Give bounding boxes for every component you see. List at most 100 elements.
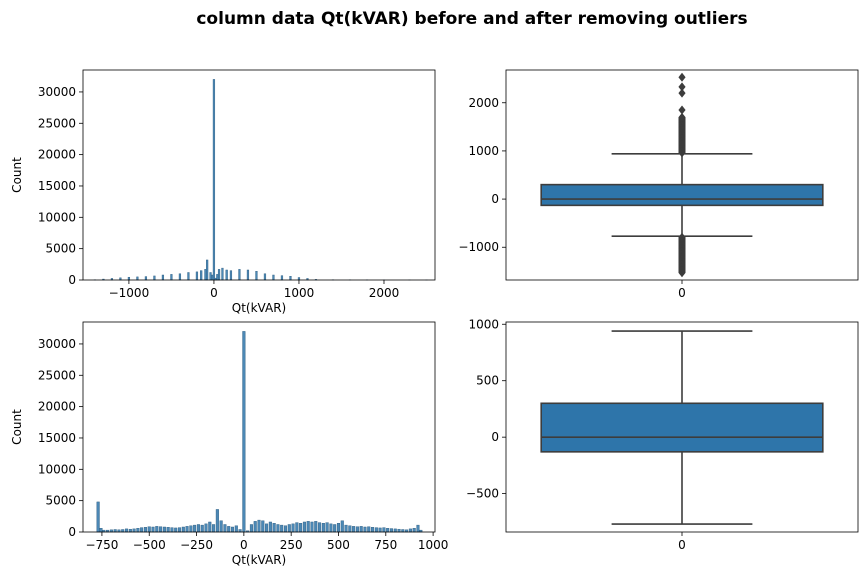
boxplot-after: −500 0 500 1000 0 (466, 317, 859, 552)
histogram-bar (206, 259, 209, 281)
y-tick-label: 2000 (468, 96, 499, 110)
histogram-bar (246, 269, 250, 281)
histogram-bar (265, 523, 269, 533)
histogram-bar (389, 528, 393, 533)
x-tick-label: 250 (280, 538, 303, 552)
histogram-bar (230, 526, 235, 533)
x-tick-label: −1000 (109, 286, 150, 300)
histogram-bar (159, 526, 163, 533)
histogram-bar (268, 521, 272, 533)
histogram-bar (299, 523, 303, 533)
histogram-bar (200, 270, 203, 281)
outlier-point (678, 72, 686, 82)
figure-title: column data Qt(kVAR) before and after re… (196, 9, 747, 29)
x-axis-label: Qt(kVAR) (232, 301, 286, 315)
x-tick-label: 1000 (418, 538, 449, 552)
histogram-bar (325, 522, 329, 533)
histogram-bar (219, 520, 223, 533)
y-tick-label: 25000 (38, 116, 76, 130)
axes-frame (82, 321, 436, 533)
y-tick-label: 15000 (38, 179, 76, 193)
histogram-bar (416, 524, 420, 533)
y-tick-label: 5000 (45, 494, 76, 508)
histogram-bar (155, 526, 159, 533)
histogram-bar (412, 528, 416, 533)
histogram-bar (217, 269, 221, 281)
histogram-bar (374, 527, 378, 533)
histogram-bar (280, 524, 284, 533)
histogram-bar (280, 275, 284, 281)
histogram-bar (344, 524, 348, 533)
histogram-bar (229, 270, 233, 281)
histogram-bar (371, 527, 375, 533)
x-tick-label: 2000 (369, 286, 400, 300)
histogram-bar (378, 527, 382, 533)
histogram-bar (321, 523, 325, 533)
y-tick-label: 0 (68, 525, 76, 539)
outlier-point (678, 88, 686, 98)
histogram-bar (144, 276, 148, 281)
histogram-bar (253, 521, 257, 533)
x-tick-label: 750 (374, 538, 397, 552)
histogram-bar (151, 526, 155, 533)
boxplot-before: −1000 0 1000 2000 0 (458, 69, 859, 300)
histogram-bar (287, 524, 291, 533)
x-tick-label: 0 (678, 286, 686, 300)
histogram-bar (143, 527, 147, 533)
histogram-bar (200, 524, 204, 533)
histogram-bar (348, 525, 352, 533)
histogram-bar (212, 79, 216, 281)
histogram-bar (162, 526, 166, 533)
y-tick-label: 20000 (38, 148, 76, 162)
histogram-bar (161, 274, 165, 281)
histogram-bar (386, 528, 390, 533)
y-tick-label: 30000 (38, 85, 76, 99)
histogram-bar (261, 520, 265, 533)
y-axis-label: Count (10, 157, 24, 193)
outlier-point (678, 82, 686, 92)
histogram-bar (132, 528, 136, 533)
histogram-bar (153, 275, 156, 281)
histogram-bar (242, 331, 246, 533)
histogram-bar (189, 525, 193, 533)
axes-frame (82, 69, 436, 281)
x-axis-label: Qt(kVAR) (232, 553, 286, 567)
histogram-bar (124, 528, 129, 533)
histogram-bar (367, 526, 371, 533)
axes-frame (505, 321, 859, 533)
histogram-bar (170, 274, 173, 281)
histogram-bar (355, 526, 359, 533)
histogram-bar (225, 269, 228, 281)
histogram-bar (276, 524, 280, 533)
iqr-box (540, 183, 824, 207)
y-tick-label: 5000 (45, 242, 76, 256)
bars (93, 79, 428, 281)
x-tick-label: −500 (133, 538, 166, 552)
histogram-bar (363, 526, 367, 533)
histogram-bar (289, 276, 292, 281)
histogram-bar (340, 520, 344, 533)
histogram-bar (249, 524, 253, 533)
histogram-bar (215, 509, 219, 533)
y-tick-label: 25000 (38, 368, 76, 382)
x-tick-label: 0 (210, 286, 218, 300)
histogram-bar (310, 521, 314, 533)
histogram-bar (195, 271, 199, 281)
histogram-bar (99, 528, 103, 533)
histogram-bar (196, 524, 200, 533)
outliers (678, 72, 686, 278)
histogram-bar (393, 528, 397, 533)
x-tick-label: 0 (678, 538, 686, 552)
y-tick-label: 15000 (38, 431, 76, 445)
outlier-point (678, 232, 686, 242)
x-tick-label: 1000 (284, 286, 315, 300)
histogram-bar (128, 528, 132, 533)
histogram-before: −1000 0 1000 200005000100001500020000250003… (10, 69, 436, 315)
y-tick-label: 1000 (468, 144, 499, 158)
axes-frame (505, 69, 859, 281)
histogram-bar (223, 524, 227, 533)
histogram-bar (170, 527, 174, 533)
x-tick-label: −250 (180, 538, 213, 552)
y-tick-label: 0 (491, 192, 499, 206)
y-tick-label: 10000 (38, 462, 76, 476)
